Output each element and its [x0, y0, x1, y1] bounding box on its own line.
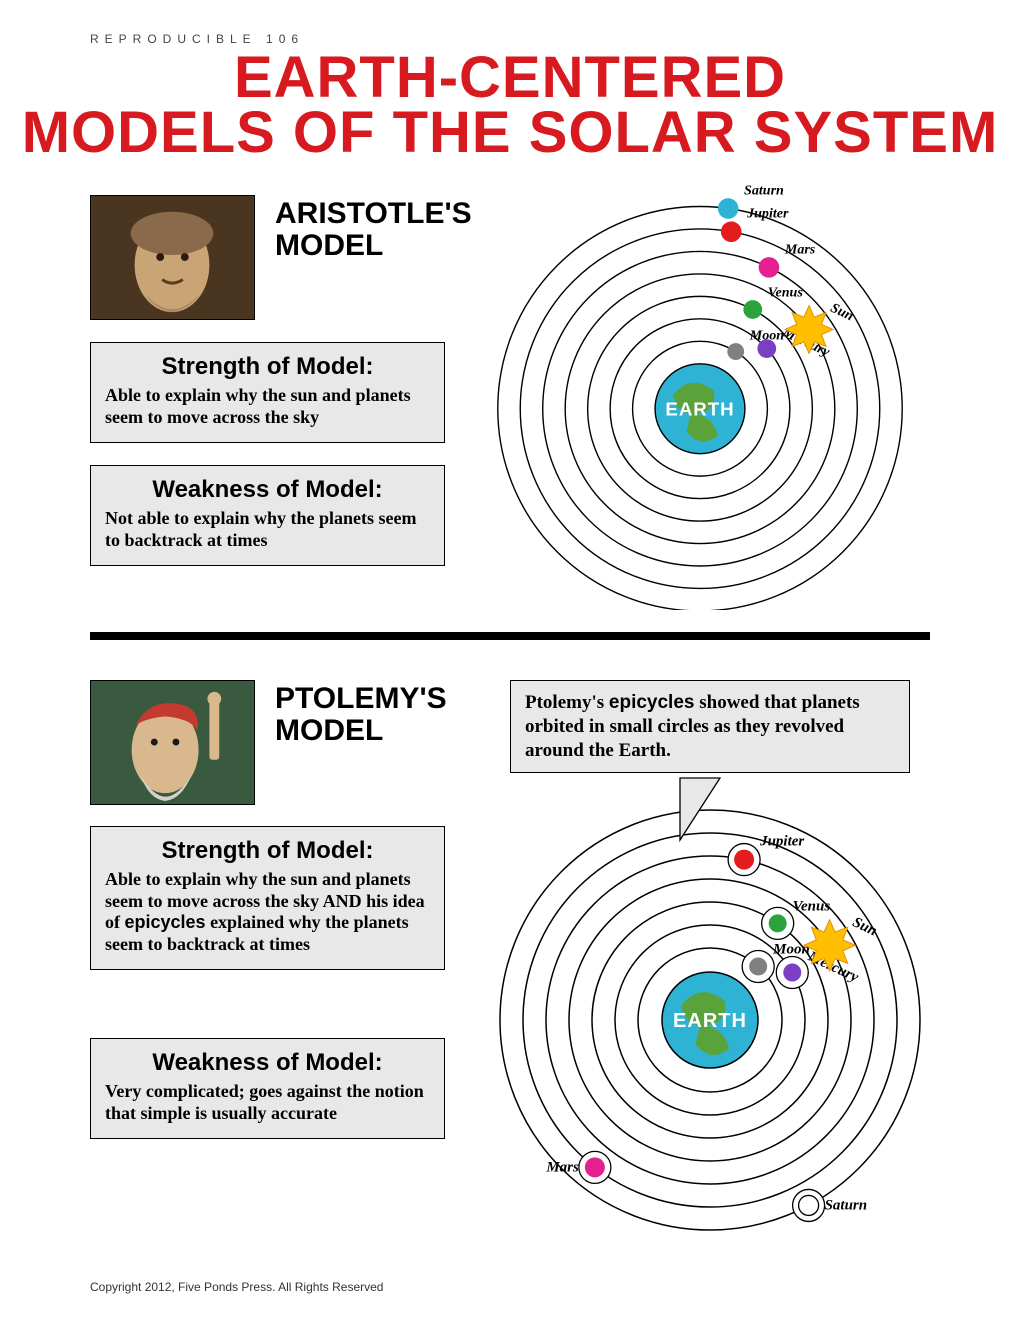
ptolemy-model-title: PTOLEMY'S MODEL	[275, 683, 447, 746]
ptolemy-name-l2: MODEL	[275, 714, 383, 747]
aristotle-portrait	[90, 195, 255, 320]
weakness-text: Not able to explain why the planets seem…	[105, 508, 430, 551]
ptolemy-name-l1: PTOLEMY'S	[275, 682, 447, 715]
weakness-text: Very complicated; goes against the notio…	[105, 1081, 430, 1124]
ptolemy-weakness-box: Weakness of Model: Very complicated; goe…	[90, 1038, 445, 1139]
strength-heading: Strength of Model:	[105, 353, 430, 381]
svg-text:Mars: Mars	[545, 1159, 579, 1175]
aristotle-diagram: EARTHMoonMercuryVenusSunMarsJupiterSatur…	[470, 170, 930, 610]
aristotle-weakness-box: Weakness of Model: Not able to explain w…	[90, 465, 445, 566]
svg-text:EARTH: EARTH	[673, 1010, 747, 1032]
svg-text:Saturn: Saturn	[825, 1197, 868, 1213]
strength-heading: Strength of Model:	[105, 837, 430, 865]
ptolemy-strength-box: Strength of Model: Able to explain why t…	[90, 826, 445, 970]
ptolemy-portrait	[90, 680, 255, 805]
page-header: REPRODUCIBLE 106	[90, 32, 304, 46]
epicycle-callout: Ptolemy's epicycles showed that planets …	[510, 680, 910, 773]
svg-text:Venus: Venus	[793, 898, 831, 914]
page-title: EARTH-CENTERED MODELS OF THE SOLAR SYSTE…	[0, 50, 1020, 160]
svg-text:Jupiter: Jupiter	[746, 206, 789, 222]
strength-text: Able to explain why the sun and planets …	[105, 869, 430, 955]
aristotle-model-title: ARISTOTLE'S MODEL	[275, 198, 472, 261]
svg-text:Venus: Venus	[768, 284, 804, 300]
strength-text: Able to explain why the sun and planets …	[105, 385, 430, 428]
ptolemy-diagram: EARTHMoonMercuryVenusSunJupiterMarsSatur…	[480, 770, 940, 1240]
section-divider	[90, 632, 930, 640]
weakness-heading: Weakness of Model:	[105, 476, 430, 504]
aristotle-name-l1: ARISTOTLE'S	[275, 197, 472, 230]
svg-text:Mars: Mars	[784, 241, 816, 257]
svg-text:Jupiter: Jupiter	[759, 834, 804, 850]
weakness-heading: Weakness of Model:	[105, 1049, 430, 1077]
aristotle-name-l2: MODEL	[275, 229, 383, 262]
svg-text:Sun: Sun	[828, 300, 856, 324]
aristotle-strength-box: Strength of Model: Able to explain why t…	[90, 342, 445, 443]
copyright: Copyright 2012, Five Ponds Press. All Ri…	[90, 1280, 383, 1294]
title-line2: MODELS OF THE SOLAR SYSTEM	[22, 100, 999, 165]
svg-text:Sun: Sun	[850, 914, 879, 939]
svg-text:Moon: Moon	[772, 941, 810, 957]
svg-text:Saturn: Saturn	[744, 182, 784, 198]
svg-text:EARTH: EARTH	[665, 398, 734, 419]
